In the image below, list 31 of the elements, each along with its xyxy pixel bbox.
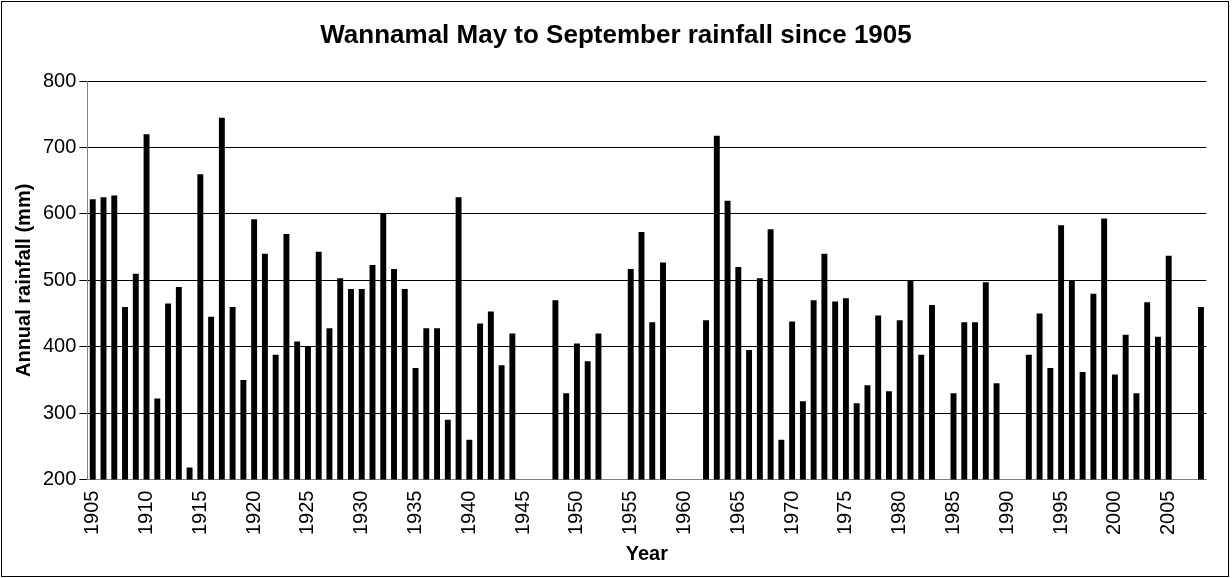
- y-tick-label: 800: [42, 68, 77, 91]
- y-tick-label: 400: [42, 334, 77, 357]
- x-tick-label: 1970: [779, 490, 802, 536]
- x-axis-title: Year: [625, 541, 669, 564]
- x-tick-label: 1930: [349, 490, 372, 536]
- x-tick-label: 1990: [994, 490, 1017, 536]
- y-tick-label: 300: [42, 400, 77, 423]
- x-tick-label: 1920: [241, 490, 264, 536]
- chart-title: Wannamal May to September rainfall since 1905: [320, 18, 912, 49]
- x-tick-label: 1915: [187, 490, 210, 536]
- x-tick-label: 2005: [1156, 490, 1179, 536]
- x-tick-label: 1980: [887, 490, 910, 536]
- x-tick-label: 1925: [295, 490, 318, 536]
- x-tick-label: 1975: [833, 490, 856, 536]
- x-tick-label: 1955: [618, 490, 641, 536]
- x-tick-label: 1910: [134, 490, 157, 536]
- x-tick-label: 1935: [403, 490, 426, 536]
- x-tick-label: 1905: [80, 490, 103, 536]
- y-tick-label: 200: [42, 467, 77, 490]
- y-axis-title: Annual rainfall (mm): [11, 183, 34, 378]
- x-tick-label: 1960: [672, 490, 695, 536]
- y-tick-label: 600: [42, 201, 77, 224]
- x-tick-label: 1995: [1048, 490, 1071, 536]
- x-tick-label: 1940: [456, 490, 479, 536]
- x-tick-label: 1985: [941, 490, 964, 536]
- y-tick-label: 500: [42, 267, 77, 290]
- x-tick-label: 1945: [510, 490, 533, 536]
- y-tick-label: 700: [42, 135, 77, 158]
- x-tick-label: 1965: [725, 490, 748, 536]
- x-tick-label: 2000: [1102, 490, 1125, 536]
- x-tick-label: 1950: [564, 490, 587, 536]
